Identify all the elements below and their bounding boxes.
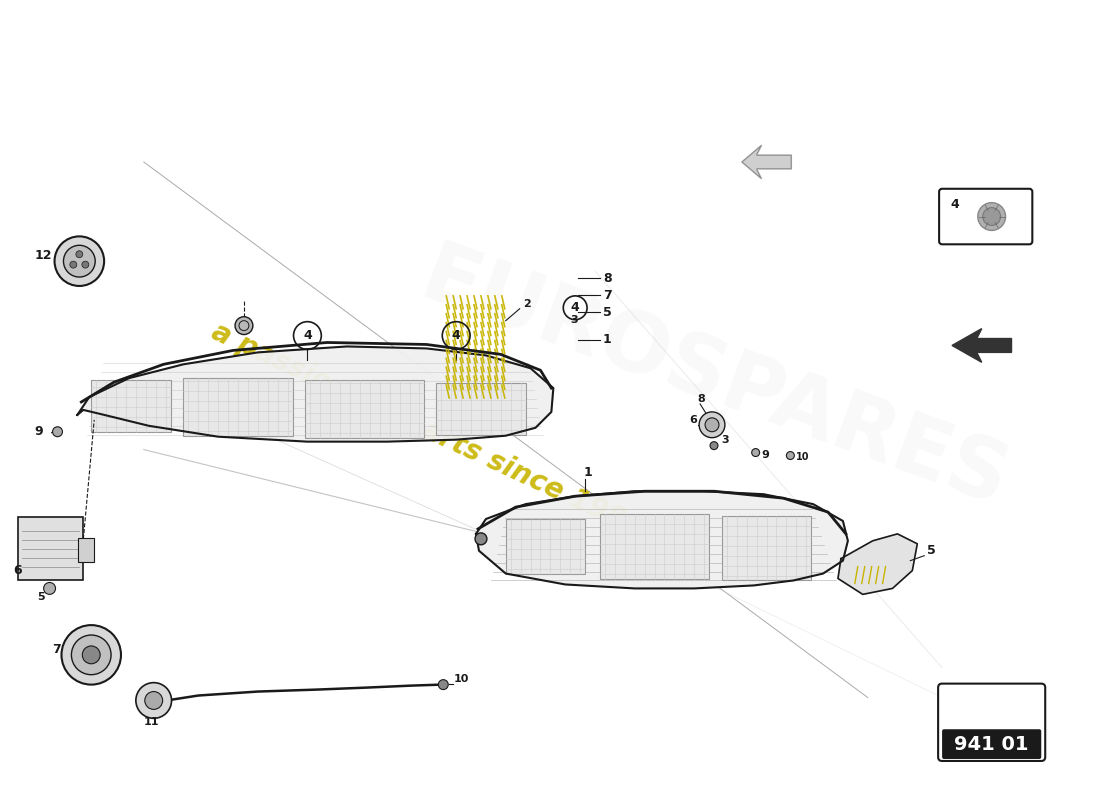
FancyBboxPatch shape bbox=[722, 516, 811, 581]
Text: 7: 7 bbox=[603, 289, 612, 302]
Polygon shape bbox=[952, 329, 1012, 362]
Text: 6: 6 bbox=[690, 415, 697, 425]
Text: 8: 8 bbox=[603, 272, 612, 285]
Text: 941 01: 941 01 bbox=[955, 734, 1028, 754]
Text: 5: 5 bbox=[927, 544, 936, 557]
FancyBboxPatch shape bbox=[306, 380, 425, 438]
Text: 5: 5 bbox=[603, 306, 612, 318]
Circle shape bbox=[982, 208, 1001, 226]
Polygon shape bbox=[838, 534, 917, 594]
Text: 8: 8 bbox=[697, 394, 705, 404]
Text: 7: 7 bbox=[53, 643, 62, 656]
Circle shape bbox=[136, 682, 172, 718]
Text: EUROSPARES: EUROSPARES bbox=[409, 236, 1019, 524]
FancyBboxPatch shape bbox=[942, 730, 1042, 759]
Text: 4: 4 bbox=[302, 329, 311, 342]
Circle shape bbox=[700, 412, 725, 438]
Text: 3: 3 bbox=[720, 434, 728, 445]
Polygon shape bbox=[741, 145, 791, 179]
Text: 4: 4 bbox=[950, 198, 959, 210]
Text: 1: 1 bbox=[603, 334, 612, 346]
Text: 10: 10 bbox=[796, 453, 810, 462]
Text: 6: 6 bbox=[13, 563, 22, 577]
FancyBboxPatch shape bbox=[184, 378, 293, 436]
Circle shape bbox=[53, 426, 63, 437]
Text: 10: 10 bbox=[454, 674, 470, 684]
Circle shape bbox=[710, 442, 718, 450]
Text: 9: 9 bbox=[35, 425, 43, 438]
Circle shape bbox=[786, 451, 794, 459]
Circle shape bbox=[705, 418, 719, 432]
Circle shape bbox=[70, 261, 77, 268]
FancyBboxPatch shape bbox=[78, 538, 95, 562]
FancyBboxPatch shape bbox=[938, 684, 1045, 761]
Text: 1: 1 bbox=[583, 466, 592, 479]
Text: 4: 4 bbox=[571, 302, 580, 314]
Circle shape bbox=[44, 582, 55, 594]
Text: 12: 12 bbox=[35, 249, 52, 262]
Circle shape bbox=[62, 625, 121, 685]
Circle shape bbox=[145, 691, 163, 710]
Circle shape bbox=[81, 261, 89, 268]
FancyBboxPatch shape bbox=[437, 383, 526, 434]
Text: a passion for parts since 1989: a passion for parts since 1989 bbox=[207, 318, 646, 542]
Circle shape bbox=[72, 635, 111, 674]
FancyBboxPatch shape bbox=[600, 514, 710, 578]
Text: 9: 9 bbox=[761, 450, 770, 459]
Text: 11: 11 bbox=[144, 718, 159, 727]
Circle shape bbox=[978, 202, 1005, 230]
Circle shape bbox=[438, 680, 448, 690]
Circle shape bbox=[55, 236, 104, 286]
Text: 2: 2 bbox=[524, 298, 531, 309]
Circle shape bbox=[64, 246, 96, 277]
Polygon shape bbox=[77, 346, 553, 442]
Text: 4: 4 bbox=[452, 329, 461, 342]
Circle shape bbox=[235, 317, 253, 334]
FancyBboxPatch shape bbox=[18, 517, 84, 581]
Circle shape bbox=[82, 646, 100, 664]
Circle shape bbox=[751, 449, 760, 457]
FancyBboxPatch shape bbox=[939, 189, 1032, 244]
Polygon shape bbox=[476, 491, 848, 589]
Text: 3: 3 bbox=[570, 314, 578, 325]
Text: 5: 5 bbox=[36, 592, 44, 602]
Circle shape bbox=[475, 533, 487, 545]
Circle shape bbox=[76, 250, 82, 258]
FancyBboxPatch shape bbox=[91, 380, 170, 432]
FancyBboxPatch shape bbox=[506, 519, 585, 574]
